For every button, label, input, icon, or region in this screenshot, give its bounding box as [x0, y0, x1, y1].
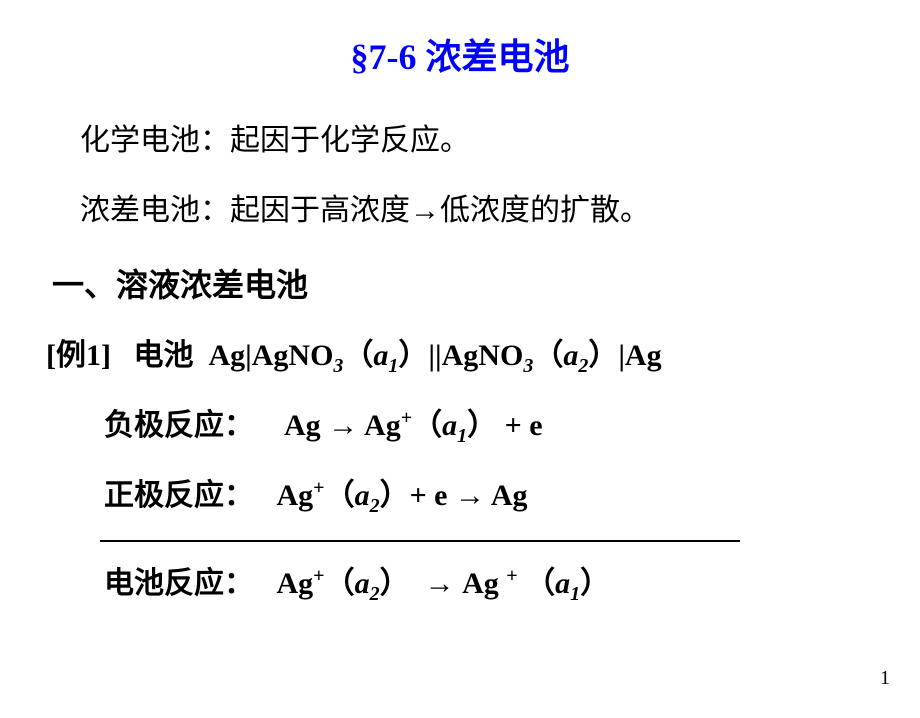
positive-electrode-reaction: 正极反应： Ag+（a2）+ e → Ag [104, 470, 920, 518]
example-prefix [118, 339, 133, 372]
section-heading: 一、溶液浓差电池 [52, 260, 920, 306]
reaction-divider [100, 540, 740, 542]
cell-label: 电池反应： [104, 567, 254, 600]
neg-label: 负极反应： [104, 409, 254, 442]
cell-left: Ag|AgNO [208, 339, 333, 372]
negative-electrode-reaction: 负极反应： Ag → Ag+（a1） + e [104, 400, 920, 448]
page-number: 1 [880, 667, 890, 690]
intro-line-1: 化学电池：起因于化学反应。 [80, 120, 870, 162]
pos-label: 正极反应： [104, 479, 254, 512]
example-cell-notation: [例1] 电池 Ag|AgNO3（a1）||AgNO3（a2）|Ag [46, 330, 920, 378]
slide-title: §7-6 浓差电池 [0, 28, 920, 80]
example-label: [例1] [46, 339, 111, 372]
cell-reaction: 电池反应： Ag+（a2） → Ag + （a1） [104, 558, 920, 606]
intro-line-2: 浓差电池：起因于高浓度→低浓度的扩散。 [80, 190, 910, 232]
